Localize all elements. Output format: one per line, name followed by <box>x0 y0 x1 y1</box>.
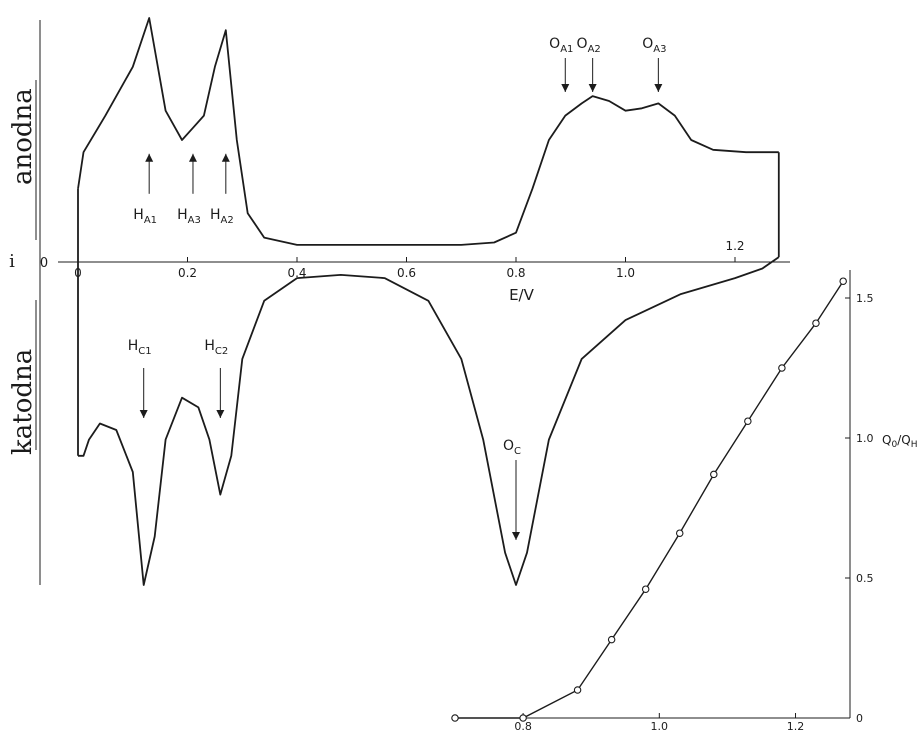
q-y-tick-label: 0.5 <box>856 572 874 585</box>
cathodic-side-label: katodna <box>8 348 38 455</box>
peak-subscript: A3 <box>653 44 666 55</box>
anodic-curve <box>77 17 779 246</box>
charge-point <box>778 364 786 372</box>
zero-label: 0 <box>40 256 48 271</box>
arrow-head <box>588 84 597 92</box>
charge-point <box>675 529 684 537</box>
peak-subscript: C2 <box>215 346 228 357</box>
arrow-head <box>654 84 663 92</box>
cv-annotations: HA1 HA3 HA2 OA1 OA2 OA3 HC1 HC2 OC <box>128 36 666 540</box>
q-x-tick-label: 1.0 <box>651 720 669 733</box>
charge-point <box>839 277 847 285</box>
peak-subscript: C <box>514 446 521 457</box>
peak-letter: HA1 <box>133 207 157 226</box>
peak-subscript: A2 <box>220 215 233 226</box>
arrow-head <box>561 84 570 92</box>
cv-axes: i000.20.40.60.81.01.2E/V <box>9 20 790 585</box>
x-tick-label: 0.6 <box>397 266 416 280</box>
peak-letter: HC1 <box>128 338 152 357</box>
charge-point <box>641 585 650 593</box>
q-x-tick-label: 1.2 <box>787 720 805 733</box>
x-axis-label: E/V <box>509 286 535 304</box>
peak-letter: HA2 <box>210 207 234 226</box>
current-symbol: i <box>9 251 15 272</box>
peak-label: HA1 <box>133 153 157 226</box>
peak-subscript: A1 <box>560 44 573 55</box>
q-label-sub: H <box>911 440 917 450</box>
peak-letter: OA3 <box>642 36 666 55</box>
arrow-head <box>512 532 520 540</box>
peak-label: HA2 <box>210 153 234 226</box>
peak-subscript: A3 <box>188 215 201 226</box>
peak-letter: HA3 <box>177 207 201 226</box>
peak-label: HA3 <box>177 153 201 226</box>
peak-subscript: C1 <box>138 346 151 357</box>
charge-axes: 0.8 1.0 1.2 0 0.5 1.0 1.5 Q0/QH <box>455 270 917 733</box>
cv-curves <box>77 17 780 586</box>
peak-letter: HC2 <box>204 338 228 357</box>
peak-label: OA1 <box>549 36 573 92</box>
charge-point <box>573 686 582 694</box>
q-label-slash: /Q <box>897 433 911 447</box>
charge-point <box>519 714 527 722</box>
peak-label: OC <box>503 438 521 540</box>
arrow-head <box>216 410 225 418</box>
peak-label: OA3 <box>642 36 666 92</box>
charge-line <box>455 280 844 719</box>
peak-subscript: A1 <box>144 215 157 226</box>
q-y-tick-label: 0 <box>856 712 863 725</box>
x-tick-label: 1.2 <box>725 239 744 253</box>
peak-letter: OA1 <box>549 36 573 55</box>
x-tick-label: 0.2 <box>178 266 197 280</box>
cathodic-curve <box>78 256 780 586</box>
charge-point <box>607 635 616 644</box>
peak-label: HC2 <box>204 338 228 418</box>
anodic-side-label: anodna <box>8 88 38 185</box>
charge-point <box>812 319 820 327</box>
x-tick-label: 1.0 <box>616 266 635 280</box>
peak-label: HC1 <box>128 338 152 418</box>
q-x-tick-label: 0.8 <box>514 720 532 733</box>
q-y-tick-label: 1.5 <box>856 292 874 305</box>
peak-letter: OA2 <box>577 36 601 55</box>
charge-curve <box>451 277 847 722</box>
arrow-head <box>139 410 148 418</box>
arrow-head <box>145 153 154 162</box>
x-tick-label: 0.4 <box>287 266 306 280</box>
charge-point <box>744 417 752 425</box>
peak-label: OA2 <box>577 36 601 92</box>
q-y-tick-label: 1.0 <box>856 432 874 445</box>
peak-letter: OC <box>503 438 521 457</box>
arrow-head <box>188 153 197 162</box>
charge-point <box>451 714 459 722</box>
q-y-axis-label: Q0/QH <box>882 433 917 450</box>
x-tick-label: 0.8 <box>506 266 525 280</box>
arrow-head <box>221 153 230 162</box>
q-label-sub: 0 <box>891 440 897 450</box>
peak-subscript: A2 <box>588 44 601 55</box>
charge-point <box>710 470 718 479</box>
